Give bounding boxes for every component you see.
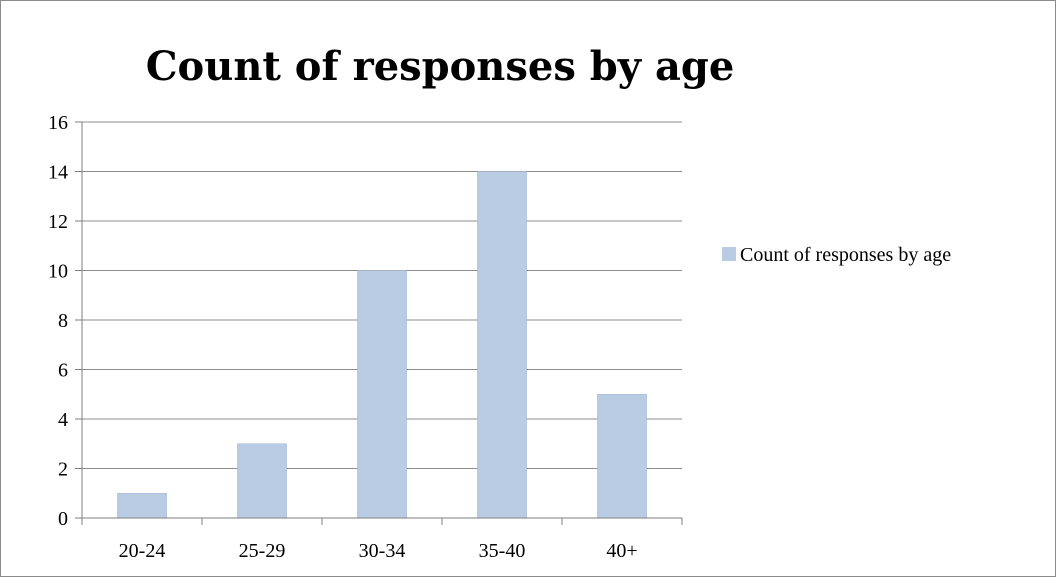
bar-40+ — [597, 394, 647, 519]
x-axis-ticks: 20-24 25-29 30-34 35-40 40+ — [81, 518, 683, 562]
x-tick-label: 25-29 — [239, 540, 286, 562]
bar-30-34 — [357, 270, 407, 519]
y-tick-label: 14 — [48, 162, 68, 184]
y-tick-label: 8 — [58, 310, 68, 332]
x-tick-label: 30-34 — [359, 540, 406, 562]
bars — [117, 171, 647, 519]
y-axis-ticks: 0 2 4 6 8 10 12 14 16 — [48, 112, 82, 530]
y-tick-label: 12 — [48, 211, 68, 233]
bar-20-24 — [117, 493, 167, 519]
chart-title: Count of responses by age — [146, 43, 735, 90]
bar-25-29 — [237, 443, 287, 519]
legend-swatch — [722, 247, 736, 261]
y-tick-label: 0 — [58, 508, 68, 530]
x-tick-label: 20-24 — [119, 540, 166, 562]
x-tick-label: 35-40 — [479, 540, 526, 562]
y-tick-label: 4 — [58, 409, 68, 431]
y-tick-label: 10 — [48, 261, 68, 283]
x-tick-label: 40+ — [606, 540, 637, 562]
y-tick-label: 6 — [58, 360, 68, 382]
bar-35-40 — [477, 171, 527, 519]
y-tick-label: 2 — [58, 459, 68, 481]
legend-label: Count of responses by age — [740, 244, 951, 266]
legend: Count of responses by age — [722, 244, 951, 266]
y-tick-label: 16 — [48, 112, 68, 134]
